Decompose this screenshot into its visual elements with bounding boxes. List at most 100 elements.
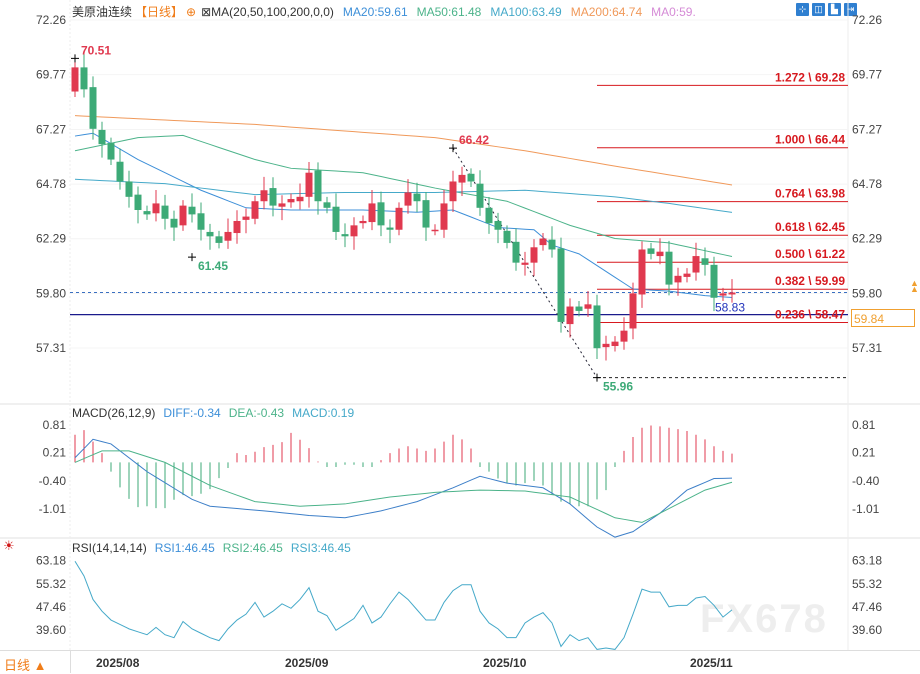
- macd-tick-left: 0.21: [43, 446, 67, 460]
- price-tick-left: 64.78: [36, 177, 66, 191]
- macd-title: MACD(26,12,9): [72, 406, 156, 420]
- ma100-value: MA100:63.49: [490, 4, 562, 19]
- candle-up: [656, 251, 664, 257]
- ma20-value: MA20:59.61: [342, 4, 408, 19]
- candle-up: [359, 220, 367, 224]
- macd-tick-left: 0.81: [43, 418, 67, 432]
- candle-up: [692, 256, 700, 273]
- candle-down: [467, 173, 475, 182]
- macd-tick-right: -1.01: [852, 502, 880, 516]
- macd-dea-line: [74, 450, 733, 523]
- candle-down: [206, 231, 214, 237]
- indicator-icon[interactable]: ◫: [812, 3, 825, 16]
- symbol-name: 美原油连续: [72, 5, 133, 19]
- candle-down: [116, 161, 124, 182]
- fib-level-label: 1.272 \ 69.28: [775, 70, 845, 84]
- extreme-marker-icon: [188, 253, 196, 262]
- fib-level-label: 0.764 \ 63.98: [775, 187, 845, 201]
- candle-up: [530, 247, 538, 263]
- date-label: 2025/08: [96, 656, 140, 670]
- candle-up: [602, 343, 610, 348]
- rsi-tick-left: 47.46: [36, 600, 66, 614]
- collapse-up-icon[interactable]: ▲ ▲: [910, 278, 919, 294]
- ma-settings-icon[interactable]: ⊠: [201, 4, 212, 19]
- chart-toolbar: ⊹ ◫ ▙ ⇥: [796, 3, 857, 16]
- candle-down: [557, 248, 565, 322]
- price-tick-right: 62.29: [852, 232, 882, 246]
- rsi-tick-left: 55.32: [36, 577, 66, 591]
- price-tick-right: 59.80: [852, 286, 882, 300]
- rsi3-value: RSI3:46.45: [290, 541, 351, 555]
- candle-up: [620, 330, 628, 342]
- candle-down: [575, 306, 583, 311]
- extreme-price-label: 70.51: [81, 43, 111, 57]
- candle-down: [107, 143, 115, 160]
- candle-down: [269, 188, 277, 206]
- rsi-title: RSI(14,14,14): [72, 541, 147, 555]
- candle-up: [287, 199, 295, 203]
- fib-level-label: 0.382 \ 59.99: [775, 274, 845, 288]
- candle-down: [188, 206, 196, 215]
- ma50-value: MA50:61.48: [416, 4, 482, 19]
- candle-down: [512, 241, 520, 263]
- rsi-tick-right: 39.60: [852, 623, 882, 637]
- macd-tick-left: -1.01: [39, 502, 67, 516]
- period-tag[interactable]: 【日线】: [135, 5, 184, 19]
- candle-up: [566, 306, 574, 325]
- period-selector[interactable]: 日线 ▲: [4, 658, 47, 673]
- candle-up: [584, 304, 592, 309]
- settings-sun-icon[interactable]: ☀: [3, 538, 15, 553]
- candle-down: [485, 207, 493, 224]
- macd-diff: DIFF:-0.34: [163, 406, 221, 420]
- macd-legend: MACD(26,12,9) DIFF:-0.34 DEA:-0.43 MACD:…: [72, 406, 354, 420]
- candle-down: [710, 264, 718, 298]
- candle-down: [314, 170, 322, 202]
- rsi-tick-left: 63.18: [36, 554, 66, 568]
- rsi-tick-right: 47.46: [852, 600, 882, 614]
- rsi-tick-left: 39.60: [36, 623, 66, 637]
- rsi-legend: RSI(14,14,14) RSI1:46.45 RSI2:46.45 RSI3…: [72, 541, 351, 555]
- ma-params: MA(20,50,100,200,0,0): [211, 4, 334, 19]
- lock-icon[interactable]: ⊕: [186, 4, 197, 19]
- date-label: 2025/11: [690, 656, 733, 670]
- candle-up: [674, 275, 682, 283]
- candle-up: [71, 67, 79, 92]
- support-line-label: 58.83: [715, 301, 745, 315]
- candle-up: [350, 225, 358, 237]
- price-tick-left: 72.26: [36, 13, 66, 27]
- candle-up: [395, 207, 403, 230]
- candle-up: [638, 249, 646, 295]
- current-price-tag: 59.84: [851, 309, 915, 327]
- candle-down: [161, 205, 169, 219]
- crosshair-icon[interactable]: ⊹: [796, 3, 809, 16]
- candle-down: [89, 87, 97, 129]
- fib-level-label: 0.618 \ 62.45: [775, 220, 845, 234]
- extreme-price-label: 66.42: [459, 133, 489, 147]
- candle-up: [683, 273, 691, 277]
- rsi-tick-right: 55.32: [852, 577, 882, 591]
- candle-down: [494, 220, 502, 230]
- price-tick-right: 67.27: [852, 122, 882, 136]
- extreme-price-label: 61.45: [198, 259, 228, 273]
- candle-up: [296, 196, 304, 202]
- date-label: 2025/10: [483, 656, 527, 670]
- extreme-price-label: 55.96: [603, 380, 633, 394]
- candle-down: [476, 183, 484, 208]
- extreme-marker-icon: [593, 373, 601, 382]
- candle-down: [197, 213, 205, 230]
- candle-down: [341, 234, 349, 237]
- price-tick-left: 62.29: [36, 232, 66, 246]
- rsi2-value: RSI2:46.45: [222, 541, 283, 555]
- candle-up: [278, 203, 286, 207]
- watermark: FX678: [700, 597, 828, 641]
- date-label: 2025/09: [285, 656, 329, 670]
- candle-down: [377, 202, 385, 226]
- candle-up: [449, 181, 457, 202]
- candle-up: [719, 293, 727, 296]
- candle-up: [629, 293, 637, 329]
- extreme-marker-icon: [71, 54, 79, 63]
- export-icon[interactable]: ⇥: [844, 3, 857, 16]
- candle-up: [404, 192, 412, 206]
- chart-type-icon[interactable]: ▙: [828, 3, 841, 16]
